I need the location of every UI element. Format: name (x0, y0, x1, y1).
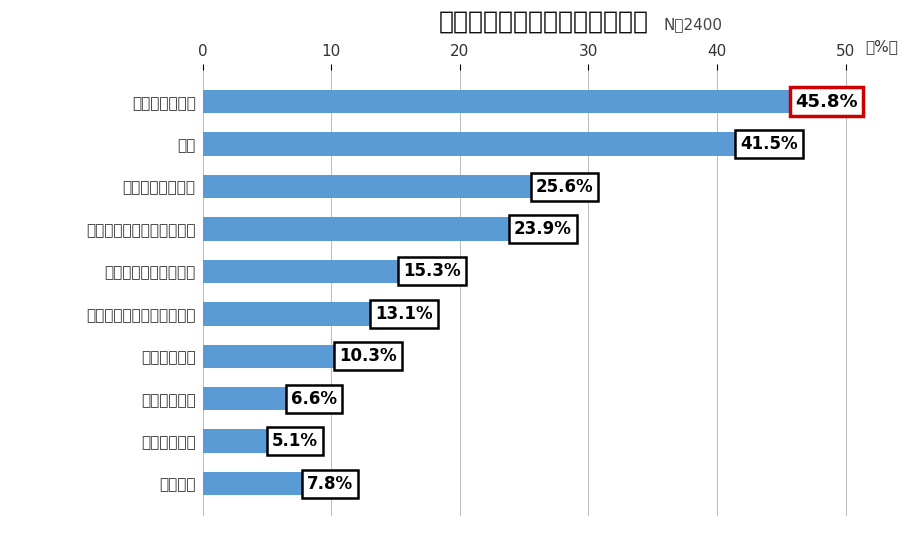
Bar (203, 133, 736, 156)
Text: 5.1%: 5.1% (272, 432, 318, 450)
Text: 25.6%: 25.6% (536, 178, 593, 195)
Bar (203, 387, 287, 410)
Text: 45.8%: 45.8% (796, 93, 858, 111)
Bar (203, 260, 400, 283)
Bar (203, 90, 791, 113)
Text: 7.8%: 7.8% (307, 475, 353, 492)
Text: 13.1%: 13.1% (375, 305, 433, 323)
Bar (203, 472, 303, 495)
Title: 冬の暮らし、家の中で困ること: 冬の暮らし、家の中で困ること (438, 9, 648, 33)
Bar (203, 217, 510, 241)
Text: 10.3%: 10.3% (339, 347, 397, 365)
Bar (203, 345, 335, 368)
Text: 23.9%: 23.9% (514, 220, 572, 238)
Text: N＝2400: N＝2400 (663, 17, 722, 32)
Text: （%）: （%） (865, 39, 898, 54)
Text: 6.6%: 6.6% (291, 390, 337, 408)
Bar (203, 430, 268, 453)
Bar (203, 175, 531, 198)
Bar (203, 302, 371, 325)
Text: 41.5%: 41.5% (740, 135, 798, 153)
Text: 15.3%: 15.3% (403, 263, 460, 280)
